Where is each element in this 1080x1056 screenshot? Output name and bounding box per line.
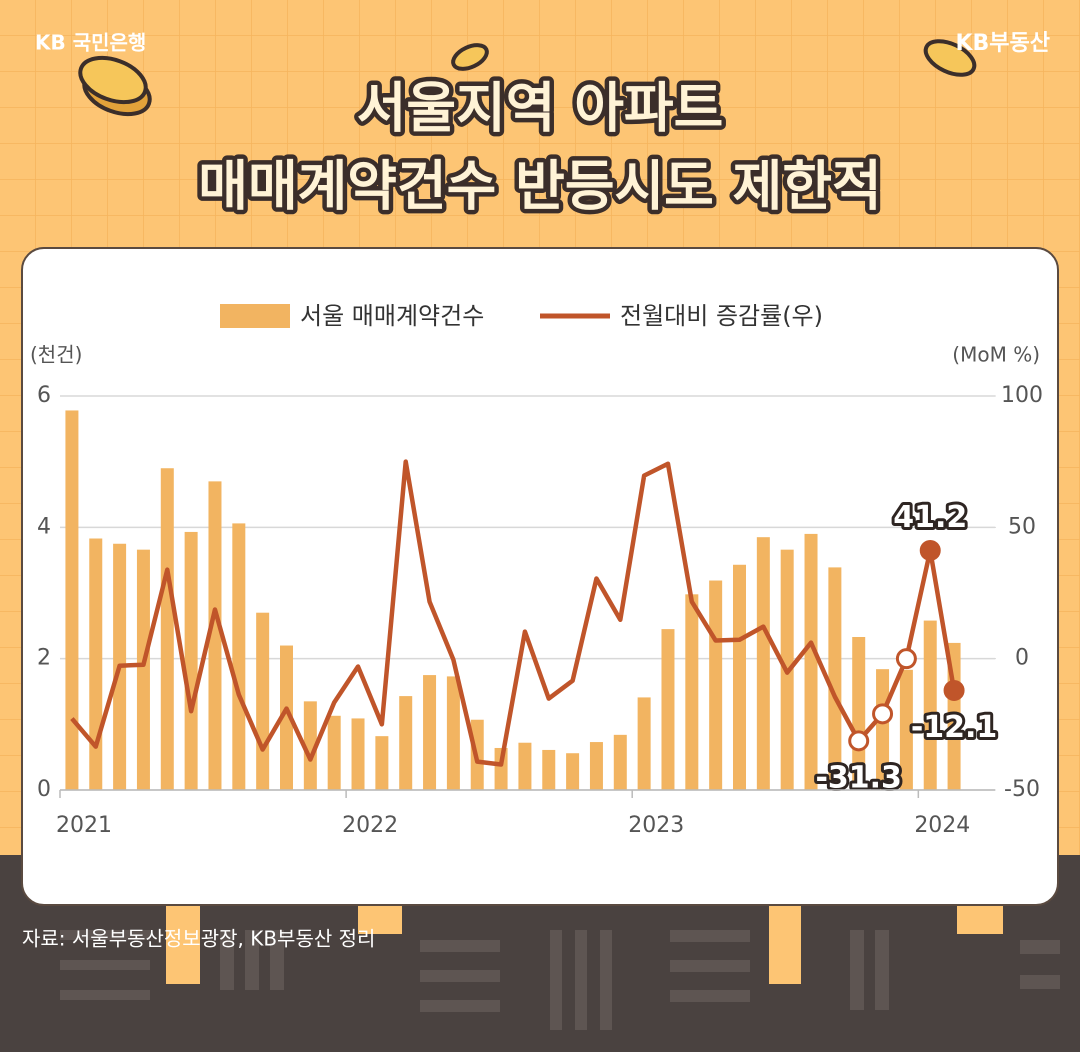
chart-card	[21, 247, 1059, 906]
legend-swatch	[220, 304, 290, 328]
bar	[566, 753, 580, 790]
left-logo: KB 국민은행	[35, 31, 146, 55]
coins	[78, 39, 977, 117]
bar	[923, 620, 937, 790]
bar	[351, 718, 365, 790]
bar	[852, 636, 866, 790]
y-tick-label: 0	[37, 777, 51, 802]
title-line: 매매계약건수 반등시도 제한적	[198, 155, 881, 218]
y-tick-label: 4	[37, 514, 51, 539]
chart: 0 2 4 6 -50 0 50 100 (천건) (MoM %) 2021 2022 2023 2024…	[30, 302, 1043, 838]
bar	[280, 645, 293, 790]
bar	[160, 468, 174, 790]
bar	[375, 736, 389, 790]
point-marker	[919, 539, 941, 561]
bar	[804, 533, 818, 790]
point-marker	[895, 648, 917, 670]
x-tick-label: 2021	[56, 813, 112, 838]
bar	[828, 567, 842, 790]
bar	[89, 538, 103, 790]
y2-tick-label: 0	[1015, 646, 1029, 671]
point-marker	[848, 730, 870, 752]
y2-tick-label: -50	[1004, 777, 1040, 802]
source: 자료: 서울부동산정보광장, KB부동산 정리	[22, 927, 375, 951]
bar	[613, 734, 627, 790]
bar	[184, 531, 198, 790]
bar	[256, 612, 270, 790]
bar	[899, 669, 913, 790]
y-tick-label: 6	[37, 383, 51, 408]
bar	[756, 537, 770, 790]
bar	[709, 580, 723, 790]
bar	[208, 481, 222, 790]
point-marker	[872, 703, 894, 725]
x-tick-label: 2024	[914, 813, 970, 838]
bar	[232, 523, 246, 790]
point-marker	[943, 679, 965, 701]
line	[70, 459, 957, 767]
bar	[685, 594, 699, 790]
bar	[327, 715, 341, 790]
legend-label: 서울 매매계약건수	[300, 302, 484, 330]
bar	[876, 669, 890, 790]
value-label: 41.2	[893, 500, 967, 535]
x-tick-label: 2022	[342, 813, 398, 838]
bar	[518, 742, 532, 790]
value-label: -12.1	[911, 710, 997, 745]
x-tick-label: 2023	[628, 813, 684, 838]
y2-axis-label: (MoM %)	[952, 343, 1040, 367]
bar	[423, 675, 437, 790]
y2-tick-label: 50	[1008, 514, 1036, 539]
bar	[446, 676, 460, 790]
bar	[637, 697, 651, 790]
right-logo: KB부동산	[955, 31, 1050, 56]
legend-label: 전월대비 증감률(우)	[620, 302, 823, 330]
bar	[542, 749, 556, 790]
bar	[303, 701, 317, 790]
bar	[65, 410, 79, 790]
bar	[589, 742, 603, 790]
bar	[136, 549, 150, 790]
building-windows	[60, 930, 1060, 1030]
bar	[399, 696, 413, 790]
y-tick-label: 2	[37, 646, 51, 671]
y-axis-label: (천건)	[30, 343, 82, 367]
bar	[661, 629, 675, 790]
y2-tick-label: 100	[1001, 383, 1043, 408]
bar	[733, 564, 746, 790]
title-line: 서울지역 아파트	[357, 77, 724, 140]
